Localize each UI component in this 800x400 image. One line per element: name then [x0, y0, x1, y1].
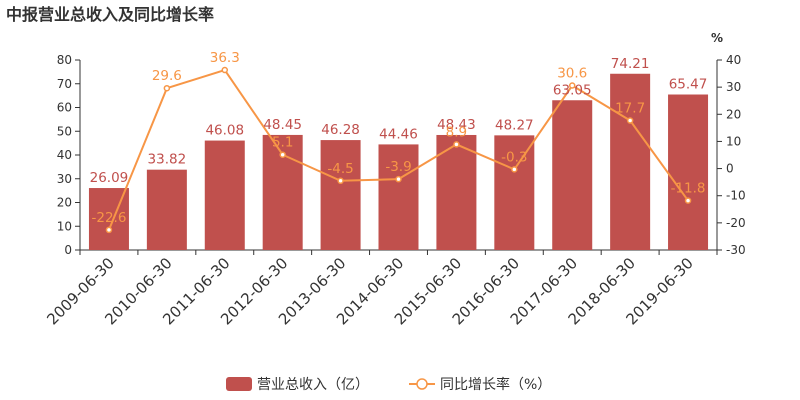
- bar-value-label: 33.82: [148, 152, 187, 168]
- y-left-tick-label: 20: [57, 196, 72, 210]
- bar-revenue: [146, 169, 187, 250]
- y-right-tick-label: 0: [726, 162, 734, 176]
- bar-value-label: 74.21: [611, 56, 650, 72]
- bar-value-label: 65.47: [669, 77, 708, 93]
- y-right-tick-label: 20: [726, 107, 741, 121]
- growth-value-label: 36.3: [210, 50, 240, 66]
- bar-value-label: 46.08: [205, 123, 244, 139]
- bar-revenue: [378, 144, 419, 250]
- bar-revenue: [320, 140, 361, 250]
- bar-value-label: 48.27: [495, 117, 534, 133]
- legend-growth-marker[interactable]: [416, 378, 428, 390]
- growth-point: [568, 82, 576, 89]
- bars: [88, 73, 709, 250]
- y-left-tick-label: 40: [57, 148, 72, 162]
- growth-value-label: -22.6: [91, 210, 126, 226]
- y-right-tick-label: -10: [726, 189, 746, 203]
- growth-value-label: 17.7: [615, 101, 645, 117]
- legend[interactable]: 营业总收入（亿） 同比增长率（%）: [226, 376, 551, 393]
- y-left-tick-label: 30: [57, 172, 72, 186]
- bar-value-label: 48.45: [263, 117, 302, 133]
- growth-value-label: 29.6: [152, 68, 182, 84]
- y-left-tick-label: 0: [64, 243, 72, 257]
- growth-point: [337, 177, 344, 185]
- data-labels: 26.09 33.82 46.08 48.45 46.28 44.46 48.43 48.27…: [90, 50, 708, 226]
- y-left-tick-label: 80: [57, 53, 72, 67]
- bar-value-label: 46.28: [321, 122, 360, 138]
- growth-value-label: -11.8: [671, 181, 706, 197]
- legend-revenue-label[interactable]: 营业总收入（亿）: [257, 377, 369, 393]
- growth-value-label: 30.6: [557, 66, 587, 82]
- legend-growth-label[interactable]: 同比增长率（%）: [440, 376, 551, 393]
- y-right-tick-label: 40: [726, 53, 741, 67]
- chart-title: 中报营业总收入及同比增长率: [6, 5, 214, 24]
- growth-point: [684, 197, 692, 204]
- bar-revenue: [436, 134, 477, 250]
- y-right-tick-label: -20: [726, 216, 746, 230]
- bar-value-label: 63.05: [553, 82, 592, 98]
- y-right-tick-label: 10: [726, 134, 741, 148]
- growth-point: [626, 117, 634, 124]
- growth-value-label: -0.3: [501, 149, 527, 165]
- growth-line: [105, 66, 692, 234]
- growth-point: [279, 151, 286, 158]
- bar-revenue: [494, 135, 535, 250]
- bar-value-label: 26.09: [90, 170, 129, 186]
- bar-revenue: [668, 94, 709, 250]
- growth-point: [105, 226, 113, 234]
- growth-point: [511, 166, 518, 173]
- y-right-tick-label: -30: [726, 243, 746, 257]
- growth-point: [395, 175, 402, 183]
- bar-revenue: [610, 73, 651, 250]
- legend-revenue-swatch[interactable]: [226, 377, 252, 391]
- growth-value-label: 8.9: [446, 124, 467, 140]
- growth-point: [163, 84, 171, 92]
- growth-value-label: -3.9: [385, 159, 411, 175]
- growth-value-label: -4.5: [327, 161, 353, 177]
- growth-value-label: 5.1: [272, 135, 293, 151]
- bar-revenue: [204, 140, 245, 250]
- bar-value-label: 48.43: [437, 117, 476, 133]
- y-left-tick-label: 60: [57, 101, 72, 115]
- bar-value-label: 44.46: [379, 126, 418, 142]
- y-right-tick-label: 30: [726, 80, 741, 94]
- y-left-tick-label: 10: [57, 219, 72, 233]
- y-left-tick-label: 50: [57, 124, 72, 138]
- bar-revenue: [552, 100, 593, 250]
- y-right-unit-label: %: [711, 31, 723, 45]
- growth-point: [221, 66, 229, 74]
- y-left-tick-label: 70: [57, 77, 72, 91]
- growth-point: [453, 141, 460, 148]
